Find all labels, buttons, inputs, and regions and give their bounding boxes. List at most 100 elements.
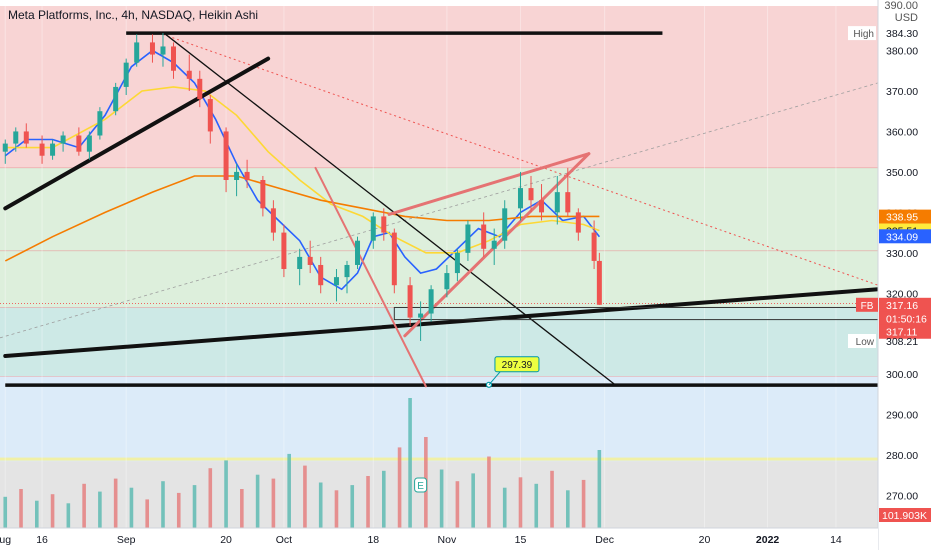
volume-bar [366,476,370,528]
candle-body [333,277,339,286]
candle-body [2,143,8,152]
price-badge-label: 317.16 [886,300,918,312]
time-tick-label: ug [0,534,11,546]
candle-body [591,232,597,261]
time-tick-label: Sep [117,534,136,546]
price-axis-background [878,0,932,550]
volume-bar [408,398,412,528]
candle-body [97,111,103,136]
volume-bar [271,478,276,528]
trend-line[interactable] [403,152,591,338]
volume-bar [98,491,102,528]
candle-body [407,285,413,318]
price-badge[interactable] [879,229,931,244]
candle-body [307,256,313,265]
price-badge-label: 317.11 [886,327,917,339]
candle-body [270,208,276,233]
candle-body [170,46,176,71]
price-tick-label: 330.00 [886,248,918,260]
candle-body [539,200,545,213]
price-axis[interactable]: 270.00280.00290.00300.00310.00320.00330.… [848,0,932,550]
time-tick-label: 18 [367,534,379,546]
time-tick-label: Nov [438,534,457,546]
volume-bar [518,477,523,528]
annotation-box[interactable] [494,356,540,373]
trend-line[interactable] [3,56,271,211]
volume-bar [397,447,402,528]
annotations-layer[interactable]: 297.39 E [414,356,540,493]
price-scale-header: 390.00 USD [884,0,918,24]
dotted-support-line [0,82,879,339]
price-tick-label: 360.00 [886,126,918,138]
candle-body [344,264,350,278]
volume-bar [161,481,165,528]
candle-body [391,232,397,286]
volume-bar [113,478,118,528]
candle-body [575,212,581,233]
trend-line[interactable] [387,152,591,216]
price-tick-label: 300.00 [886,369,918,381]
price-tick-label: 320.00 [886,288,918,300]
candle-body [554,192,560,213]
candle-body [39,143,45,156]
candle-body [260,180,266,209]
volume-bar [471,473,475,528]
candle-body [60,135,66,144]
horizontal-lines-layer[interactable] [5,31,878,387]
trend-line[interactable] [3,287,880,359]
time-tick-label: Oct [276,534,292,546]
volume-bar [581,479,586,528]
candle-body [13,131,19,144]
candle-body [149,42,155,55]
price-tick-label: 370.00 [886,86,918,98]
hl-value: 384.30 [886,28,918,40]
volume-badge-label: 101.903K [882,510,927,522]
candle-body [565,192,571,213]
earnings-marker[interactable] [414,477,428,493]
annotation-leader [488,370,502,386]
time-tick-label: 2022 [756,534,780,546]
price-tick-label: 290.00 [886,410,918,422]
symbol-badge[interactable] [856,297,878,312]
candle-body [234,171,240,180]
zone-band [0,167,878,308]
volume-bar [566,490,570,528]
trend-line[interactable] [162,31,616,386]
price-badge[interactable] [879,297,931,312]
time-tick-label: 20 [220,534,232,546]
time-tick-label: Dec [595,534,614,546]
trend-line[interactable] [314,166,427,388]
candle-body [355,240,361,265]
hl-label: Low [856,337,875,348]
candle-body [207,99,213,132]
candle-body [86,135,92,152]
volume-bar [303,465,307,528]
candle-body [418,313,424,318]
volume-bar [224,460,228,528]
currency-label: USD [894,12,918,24]
time-tick-label: 16 [36,534,48,546]
volume-bar [502,487,507,528]
candle-body [50,143,56,156]
volume-bar [550,470,554,528]
candle-body [113,86,119,112]
time-axis[interactable]: ug 16 Sep 20 Oct 18 Nov 15 Dec 20 2022 14 [0,527,878,550]
dotted-resistance-line [162,33,879,286]
volume-bar [129,487,134,528]
candle-body [528,188,534,201]
candle-body [491,240,497,249]
volume-badge[interactable] [879,508,931,522]
trend-lines-layer[interactable] [3,31,880,388]
volume-bar [35,500,39,528]
candle-body [381,216,387,233]
candle-body [502,208,508,241]
time-tick-label: 15 [515,534,527,546]
price-badge[interactable] [879,324,931,339]
candle-body [134,42,140,63]
candle-body [481,224,487,249]
price-badge[interactable] [879,209,931,224]
price-badge[interactable] [879,311,931,326]
volume-bar [3,496,8,528]
